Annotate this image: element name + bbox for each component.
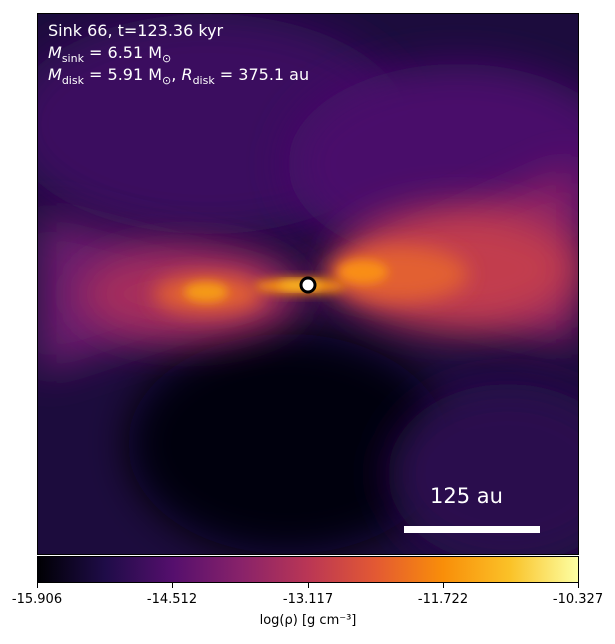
colorbar-label: log(ρ) [g cm⁻³] — [259, 613, 357, 628]
scalebar-label: 125 au — [430, 484, 503, 508]
colorbar-tick-label: -11.722 — [417, 592, 469, 607]
sink-time-annotation: Sink 66, t=123.36 kyr — [48, 21, 224, 40]
colorbar-tick — [37, 583, 38, 588]
disk-annotation: Mdisk = 5.91 M⊙, Rdisk = 375.1 au — [48, 65, 310, 88]
colorbar — [37, 556, 579, 583]
density-map: Sink 66, t=123.36 kyr Msink = 6.51 M⊙ Md… — [37, 13, 579, 555]
density-image — [38, 14, 578, 554]
scalebar — [404, 526, 540, 533]
colorbar-tick — [172, 583, 173, 588]
colorbar-tick — [308, 583, 309, 588]
colorbar-tick — [443, 583, 444, 588]
colorbar-tick-label: -10.327 — [552, 592, 604, 607]
sink-marker — [299, 276, 317, 294]
colorbar-tick-label: -14.512 — [146, 592, 198, 607]
colorbar-tick-label: -13.117 — [282, 592, 334, 607]
sink-mass-annotation: Msink = 6.51 M⊙ — [48, 43, 172, 66]
colorbar-tick-label: -15.906 — [11, 592, 63, 607]
colorbar-tick — [578, 583, 579, 588]
